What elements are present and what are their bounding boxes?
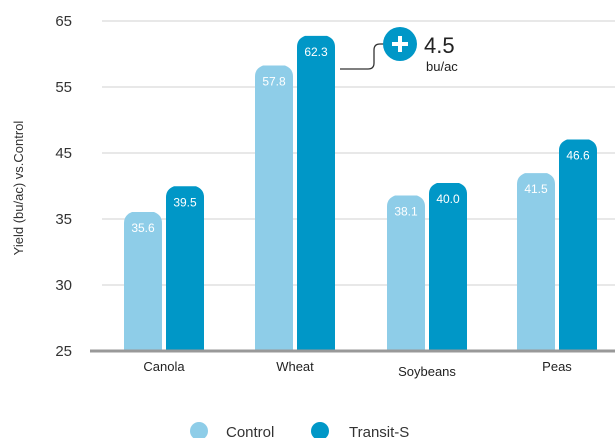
bar-value-label: 46.6 [566,148,590,162]
bar-control-wheat [255,65,293,352]
bar-value-label: 38.1 [394,205,418,219]
callout-connector [340,43,385,70]
y-tick-label: 45 [55,145,72,162]
y-tick-label: 35 [55,211,72,228]
callout-unit: bu/ac [426,59,458,74]
bar-control-peas [517,173,555,351]
callout-value: 4.5 [424,33,455,58]
bar-value-label: 40.0 [436,192,460,206]
bar-control-canola [124,212,162,351]
legend-control-swatch [190,422,208,438]
y-tick-label: 25 [55,343,72,360]
bar-value-label: 35.6 [131,221,155,235]
x-category-label: Canola [143,359,185,374]
plus-icon-horizontal [392,42,408,46]
x-category-label: Soybeans [398,364,456,379]
bar-value-label: 57.8 [262,75,286,89]
y-tick-label: 65 [55,13,72,30]
bar-transit-s-canola [166,186,204,351]
legend-control-label: Control [226,424,274,438]
bar-control-soybeans [387,195,425,351]
bar-transit-s-soybeans [429,183,467,351]
bar-transit-s-wheat [297,35,335,351]
legend-transit-s-label: Transit-S [349,424,409,438]
y-tick-label: 55 [55,79,72,96]
legend-transit-s-swatch [311,422,329,438]
y-axis-label: Yield (bu/ac) vs.Control [11,121,26,256]
x-category-label: Peas [542,359,572,374]
bar-value-label: 41.5 [524,182,548,196]
bar-transit-s-peas [559,139,597,351]
x-category-label: Wheat [276,359,314,374]
bar-value-label: 39.5 [173,195,197,209]
y-tick-label: 30 [55,277,72,294]
bar-value-label: 62.3 [304,45,328,59]
